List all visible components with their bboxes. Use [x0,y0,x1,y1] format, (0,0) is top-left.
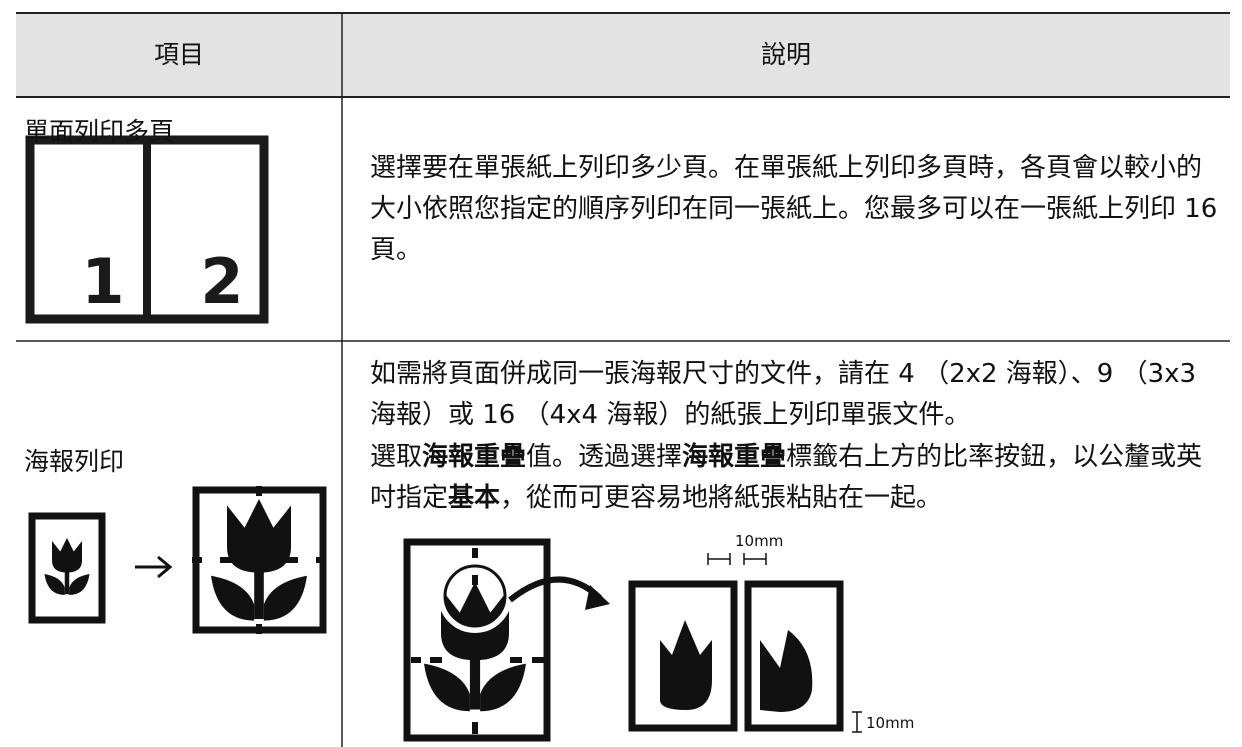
bold-text: 海報重疊 [422,442,527,472]
text: 值。透過選擇 [526,442,683,472]
paragraph: 選取海報重疊值。透過選擇海報重疊標籤右上方的比率按鈕，以公釐或英吋指定基本，從而… [370,437,1220,519]
text: 選取 [370,442,423,472]
item-title: 海報列印 [24,447,125,476]
bold-text: 海報重疊 [682,442,787,472]
text: ，從而可更容易地將紙張粘貼在一起。 [500,483,943,513]
paragraph: 如需將頁面併成同一張海報尺寸的文件，請在 4 （2x2 海報）、9 （3x3 海… [370,354,1220,436]
paragraph: 選擇要在單張紙上列印多少頁。在單張紙上列印多頁時，各頁會以較小的大小依照您指定的… [370,148,1220,271]
figure-label: 2 [200,245,243,318]
header-cell: 說明 [760,40,811,69]
text: 選擇要在單張紙上列印多少頁。在單張紙上列印多頁時，各頁會以較小的大小依照您指定的… [370,153,1218,265]
description: 選擇要在單張紙上列印多少頁。在單張紙上列印多頁時，各頁會以較小的大小依照您指定的… [370,148,1220,272]
header-background [16,13,1230,97]
text: 如需將頁面併成同一張海報尺寸的文件，請在 4 （2x2 海報）、9 （3x3 海… [370,359,1197,430]
figure-label: 1 [81,245,124,318]
text: 標籤右上方的比率按鈕，以公釐或英吋指定 [370,442,1203,513]
poster-figure [28,486,327,634]
bold-text: 基本 [448,483,501,513]
figure-label: 10mm [735,532,783,550]
nup-figure: 1 2 [25,135,269,324]
figure-label: 10mm [866,714,914,732]
item-title: 單面列印多頁 [24,117,175,146]
description: 如需將頁面併成同一張海報尺寸的文件，請在 4 （2x2 海報）、9 （3x3 海… [370,354,1220,520]
header-cell: 項目 [153,40,204,69]
overlap-illustration: 10mm 10mm [403,532,914,742]
